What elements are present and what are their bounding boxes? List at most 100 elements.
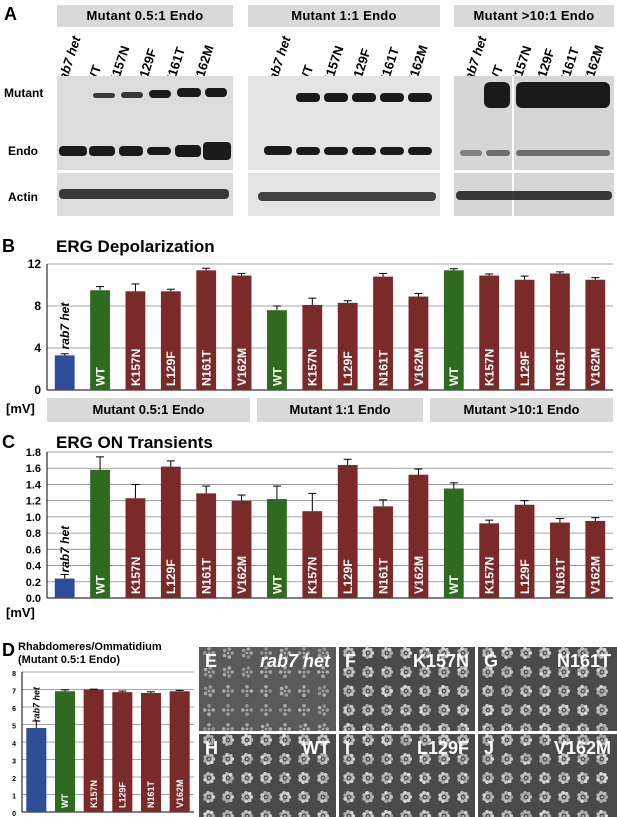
- bar: [373, 276, 393, 390]
- y-tick-label: 0: [12, 811, 16, 817]
- bar: [196, 270, 217, 390]
- bar: [550, 522, 570, 598]
- bar-category-label: V162M: [412, 556, 426, 594]
- y-tick-label: 4: [34, 341, 41, 355]
- bar-category-label: L129F: [118, 781, 128, 808]
- bar: [550, 273, 570, 390]
- bar-category-label: N161T: [376, 349, 390, 386]
- y-tick-label: 0.4: [26, 561, 42, 573]
- bar-category-label: L129F: [341, 351, 355, 386]
- rhabdomeres-chart: 0 1 2 3 4 5 6 7 8 rab7 het WT K157N L129F N161T V162M: [12, 671, 194, 817]
- micrograph-texture: [199, 647, 336, 731]
- micrograph-e: E rab7 het: [199, 647, 336, 731]
- bar: [231, 500, 252, 598]
- micrograph-letter: H: [205, 738, 218, 758]
- chart-d-title-line1: Rhabdomeres/Ommatidium: [18, 641, 162, 653]
- panel-a-letter: A: [4, 4, 17, 24]
- bar: [408, 296, 429, 390]
- bar: [112, 692, 133, 812]
- y-tick-label: 0.8: [26, 528, 41, 540]
- chart-d-title-line2: (Mutant 0.5:1 Endo): [18, 654, 121, 666]
- micrograph-i: I L129F: [339, 734, 475, 817]
- chart-b-unit: [mV]: [6, 401, 35, 416]
- y-tick-label: 0.2: [26, 577, 41, 589]
- bar-category-label: WT: [447, 575, 461, 594]
- micrograph-letter: F: [345, 651, 356, 671]
- y-tick-label: 1.8: [26, 448, 41, 459]
- micrograph-texture: [339, 734, 475, 817]
- y-tick-label: 1.6: [26, 463, 41, 475]
- micrograph-letter: E: [205, 651, 218, 671]
- bar: [337, 302, 358, 390]
- y-tick-label: 4: [12, 741, 16, 748]
- bar: [140, 693, 162, 812]
- micrograph-texture: [478, 647, 617, 731]
- y-tick-label: 2: [12, 776, 16, 783]
- y-tick-label: 1.4: [26, 479, 42, 491]
- chart-b-title: ERG Depolarization: [56, 237, 215, 256]
- bar: [90, 469, 110, 598]
- bar-category-label: L129F: [518, 559, 532, 594]
- bar: [160, 466, 181, 598]
- bar-category-label: WT: [270, 575, 284, 594]
- micrograph-letter: I: [345, 738, 351, 758]
- bar-category-label: K157N: [129, 557, 143, 594]
- blot-image-group-2: [248, 76, 440, 216]
- bar-category-label: N161T: [376, 557, 390, 594]
- blot-row-label-actin: Actin: [8, 190, 38, 204]
- bar-category-label: L129F: [164, 351, 178, 386]
- bar: [479, 523, 500, 598]
- bar-category-label: WT: [93, 575, 107, 594]
- bar-category-label: K157N: [483, 557, 497, 594]
- bar-category-label: N161T: [553, 349, 567, 386]
- micrograph-label: rab7 het: [259, 651, 330, 671]
- y-tick-label: 0.6: [26, 544, 41, 556]
- bar: [479, 275, 500, 390]
- bar: [585, 520, 606, 598]
- bar: [54, 355, 75, 390]
- y-tick-label: 12: [28, 257, 42, 271]
- y-tick-label: 8: [34, 299, 41, 313]
- bar-category-label: V162M: [175, 779, 185, 808]
- y-tick-label: 7: [12, 689, 16, 696]
- chart-b-group-label-2: Mutant 1:1 Endo: [257, 398, 423, 422]
- bar: [54, 691, 76, 812]
- bar-category-label: WT: [447, 367, 461, 386]
- micrograph-label: L129F: [416, 738, 469, 758]
- y-tick-label: 0: [34, 383, 41, 397]
- bar-category-label: V162M: [235, 348, 249, 386]
- bar: [443, 270, 464, 390]
- blot-group-title-2: Mutant 1:1 Endo: [248, 5, 440, 27]
- bar: [408, 474, 429, 598]
- bar-category-label: V162M: [235, 556, 249, 594]
- y-tick-label: 1.2: [26, 496, 41, 508]
- bar: [337, 464, 358, 598]
- blot-image-group-3: [454, 76, 614, 216]
- bar: [373, 506, 393, 598]
- micrograph-h: H WT: [199, 734, 336, 817]
- chart-b-group-label-1: Mutant 0.5:1 Endo: [47, 398, 250, 422]
- micrograph-texture: [339, 647, 475, 731]
- bar-category-label: V162M: [589, 348, 603, 386]
- blot-group-title-1: Mutant 0.5:1 Endo: [57, 5, 233, 27]
- bar-category-label: L129F: [164, 559, 178, 594]
- blot-image-group-1: [57, 76, 233, 216]
- bar-category-label: N161T: [200, 557, 214, 594]
- bar: [514, 504, 535, 598]
- chart-d-title: Rhabdomeres/Ommatidium (Mutant 0.5:1 End…: [18, 641, 162, 667]
- bar: [169, 691, 190, 812]
- chart-c-unit: [mV]: [6, 605, 35, 620]
- bar: [302, 511, 323, 598]
- bar-category-label: N161T: [200, 349, 214, 386]
- bar: [443, 488, 464, 598]
- bar-category-label: K157N: [306, 349, 320, 386]
- bar-category-label: rab7 het: [32, 686, 42, 722]
- bar-category-label: V162M: [412, 348, 426, 386]
- micrograph-letter: G: [484, 651, 499, 671]
- chart-b-group-label-3: Mutant >10:1 Endo: [430, 398, 613, 422]
- micrograph-label: V162M: [553, 738, 611, 758]
- bar-category-label: K157N: [129, 349, 143, 386]
- bar: [267, 310, 287, 390]
- blot-row-label-mutant: Mutant: [4, 86, 44, 100]
- bar-category-label: N161T: [146, 780, 156, 808]
